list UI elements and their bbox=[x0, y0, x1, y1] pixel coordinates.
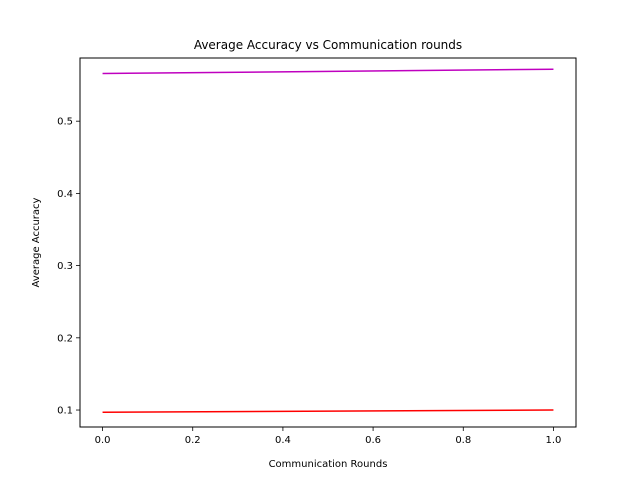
y-axis-ticks: 0.1 0.2 0.3 0.4 0.5 bbox=[57, 117, 80, 417]
plot-area bbox=[102, 68, 554, 413]
y-tick-label: 0.2 bbox=[57, 333, 73, 344]
x-tick-label: 0.8 bbox=[455, 435, 471, 446]
x-axis-label: Communication Rounds bbox=[269, 459, 388, 470]
x-tick-label: 1.0 bbox=[546, 435, 562, 446]
x-tick-label: 0.6 bbox=[365, 435, 381, 446]
x-tick-label: 0.4 bbox=[275, 435, 291, 446]
chart-title: Average Accuracy vs Communication rounds bbox=[194, 38, 462, 52]
series-line-2 bbox=[102, 409, 554, 413]
y-tick-label: 0.1 bbox=[57, 406, 73, 417]
x-tick-label: 0.0 bbox=[95, 435, 111, 446]
x-axis-ticks: 0.0 0.2 0.4 0.6 0.8 1.0 bbox=[95, 427, 562, 446]
y-axis-label: Average Accuracy bbox=[31, 197, 42, 287]
plot-frame bbox=[79, 57, 577, 428]
series-line-1 bbox=[102, 68, 554, 75]
y-tick-label: 0.5 bbox=[57, 117, 73, 128]
y-tick-label: 0.3 bbox=[57, 261, 73, 272]
x-tick-label: 0.2 bbox=[185, 435, 201, 446]
y-tick-label: 0.4 bbox=[57, 189, 73, 200]
